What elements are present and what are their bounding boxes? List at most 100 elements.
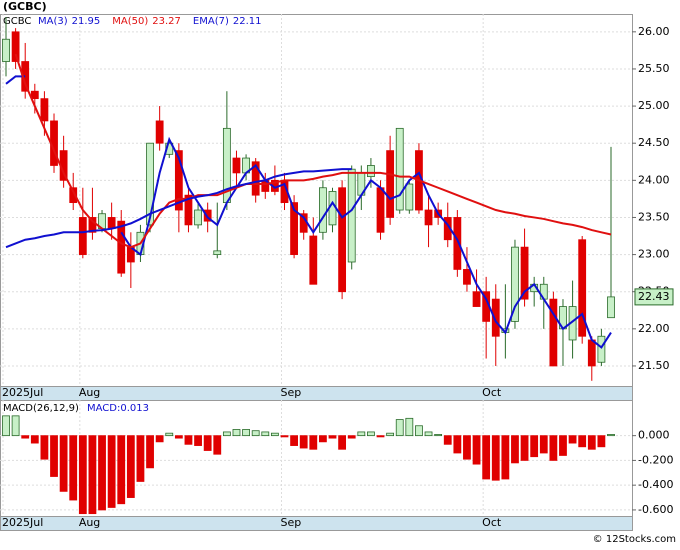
y-tick-label: 24.00	[638, 173, 670, 186]
macd-bar	[472, 435, 481, 465]
candle-body	[338, 187, 347, 293]
macd-bar	[338, 435, 347, 450]
ma-line	[14, 53, 612, 249]
macd-bar	[88, 435, 97, 515]
x-tick-label: 2025Jul	[2, 516, 43, 529]
ma-line	[120, 136, 612, 349]
macd-bar	[405, 417, 414, 437]
y-tick-label: 23.50	[638, 210, 670, 223]
macd-bar	[319, 435, 327, 443]
macd-bar	[78, 435, 87, 515]
macd-bar	[155, 435, 164, 443]
y-tick-label: 21.50	[638, 359, 670, 372]
candle-body	[78, 217, 87, 255]
macd-bar	[261, 431, 270, 437]
candle-body	[405, 183, 414, 211]
y-tick-label: -0.400	[638, 478, 673, 491]
x-tick-label: Oct	[482, 386, 502, 399]
legend-name: MA(3)	[38, 16, 68, 27]
legend-value: 22.11	[233, 16, 262, 27]
candle-body	[213, 250, 222, 255]
macd-bar	[59, 435, 68, 492]
macd-bar	[69, 435, 78, 501]
macd-bar	[184, 435, 193, 445]
macd-bar	[347, 435, 356, 439]
macd-bar	[117, 435, 126, 505]
macd-bar	[232, 429, 241, 437]
candle-body	[11, 31, 20, 62]
candle-body	[386, 150, 395, 218]
macd-label: MACD:0.013	[87, 403, 149, 414]
x-tick-label: Aug	[79, 386, 100, 399]
macd-bar	[251, 430, 260, 437]
y-tick-label: -0.200	[638, 453, 673, 466]
legend-symbol: GCBC	[3, 16, 31, 27]
macd-bar	[280, 435, 289, 438]
macd-bar	[424, 431, 433, 437]
candle-body	[251, 161, 260, 196]
candle-body	[155, 120, 164, 144]
candle-body	[30, 90, 39, 100]
legend-name: MA(50)	[112, 16, 148, 27]
candle-body	[203, 209, 212, 222]
macd-bar	[126, 435, 135, 498]
candle-body	[453, 217, 462, 270]
macd-bar	[395, 419, 404, 437]
macd-bar	[357, 431, 366, 437]
last-price-label: 22.43	[638, 290, 670, 303]
legend-value: 23.27	[152, 16, 181, 27]
candle-body	[424, 209, 433, 226]
macd-bar	[174, 435, 183, 439]
macd-bar	[98, 435, 106, 511]
macd-bar	[587, 435, 596, 450]
macd-bar	[530, 435, 539, 458]
macd-bar	[607, 434, 615, 437]
candle-body	[290, 202, 298, 255]
macd-bar	[415, 425, 423, 437]
last-price-box	[634, 288, 674, 306]
macd-bar	[434, 434, 443, 437]
candle-body	[587, 339, 596, 367]
macd-bar	[222, 431, 231, 437]
x-tick-label: Aug	[79, 516, 100, 529]
macd-bar	[40, 435, 49, 460]
macd-bar	[491, 435, 500, 481]
candle-body	[491, 298, 500, 337]
macd-bar	[463, 435, 471, 460]
candle-body	[395, 127, 404, 211]
macd-bar	[299, 435, 308, 449]
date-strip	[0, 516, 633, 531]
macd-bar	[136, 435, 145, 482]
candle-body	[117, 220, 126, 274]
macd-bar	[568, 435, 577, 444]
macd-bar	[559, 435, 567, 456]
candle-body	[463, 269, 471, 285]
candle-body	[597, 335, 606, 363]
macd-bar	[520, 435, 529, 461]
macd-bar	[165, 432, 174, 437]
legend-value: 21.95	[72, 16, 101, 27]
candle-body	[309, 235, 318, 285]
macd-title: MACD(26,12,9)	[3, 403, 79, 414]
candle-body	[69, 187, 78, 203]
legend-name: EMA(7)	[193, 16, 229, 27]
macd-bar	[539, 435, 548, 454]
candle-body	[347, 168, 356, 263]
x-tick-label: Sep	[280, 386, 301, 399]
candle-body	[194, 209, 202, 226]
candle-body	[146, 142, 154, 226]
macd-bar	[21, 435, 30, 439]
candle-body	[232, 157, 241, 174]
x-tick-label: Oct	[482, 516, 502, 529]
macd-bar	[501, 435, 510, 480]
y-tick-label: 0.000	[638, 429, 670, 442]
y-tick-label: -0.600	[638, 503, 673, 516]
macd-bar	[146, 435, 154, 469]
macd-bar	[367, 431, 375, 437]
candle-body	[549, 298, 558, 367]
candle-body	[376, 187, 385, 233]
macd-bar	[597, 435, 606, 448]
candle-body	[184, 194, 193, 226]
footer: © 12Stocks.com	[593, 534, 676, 545]
